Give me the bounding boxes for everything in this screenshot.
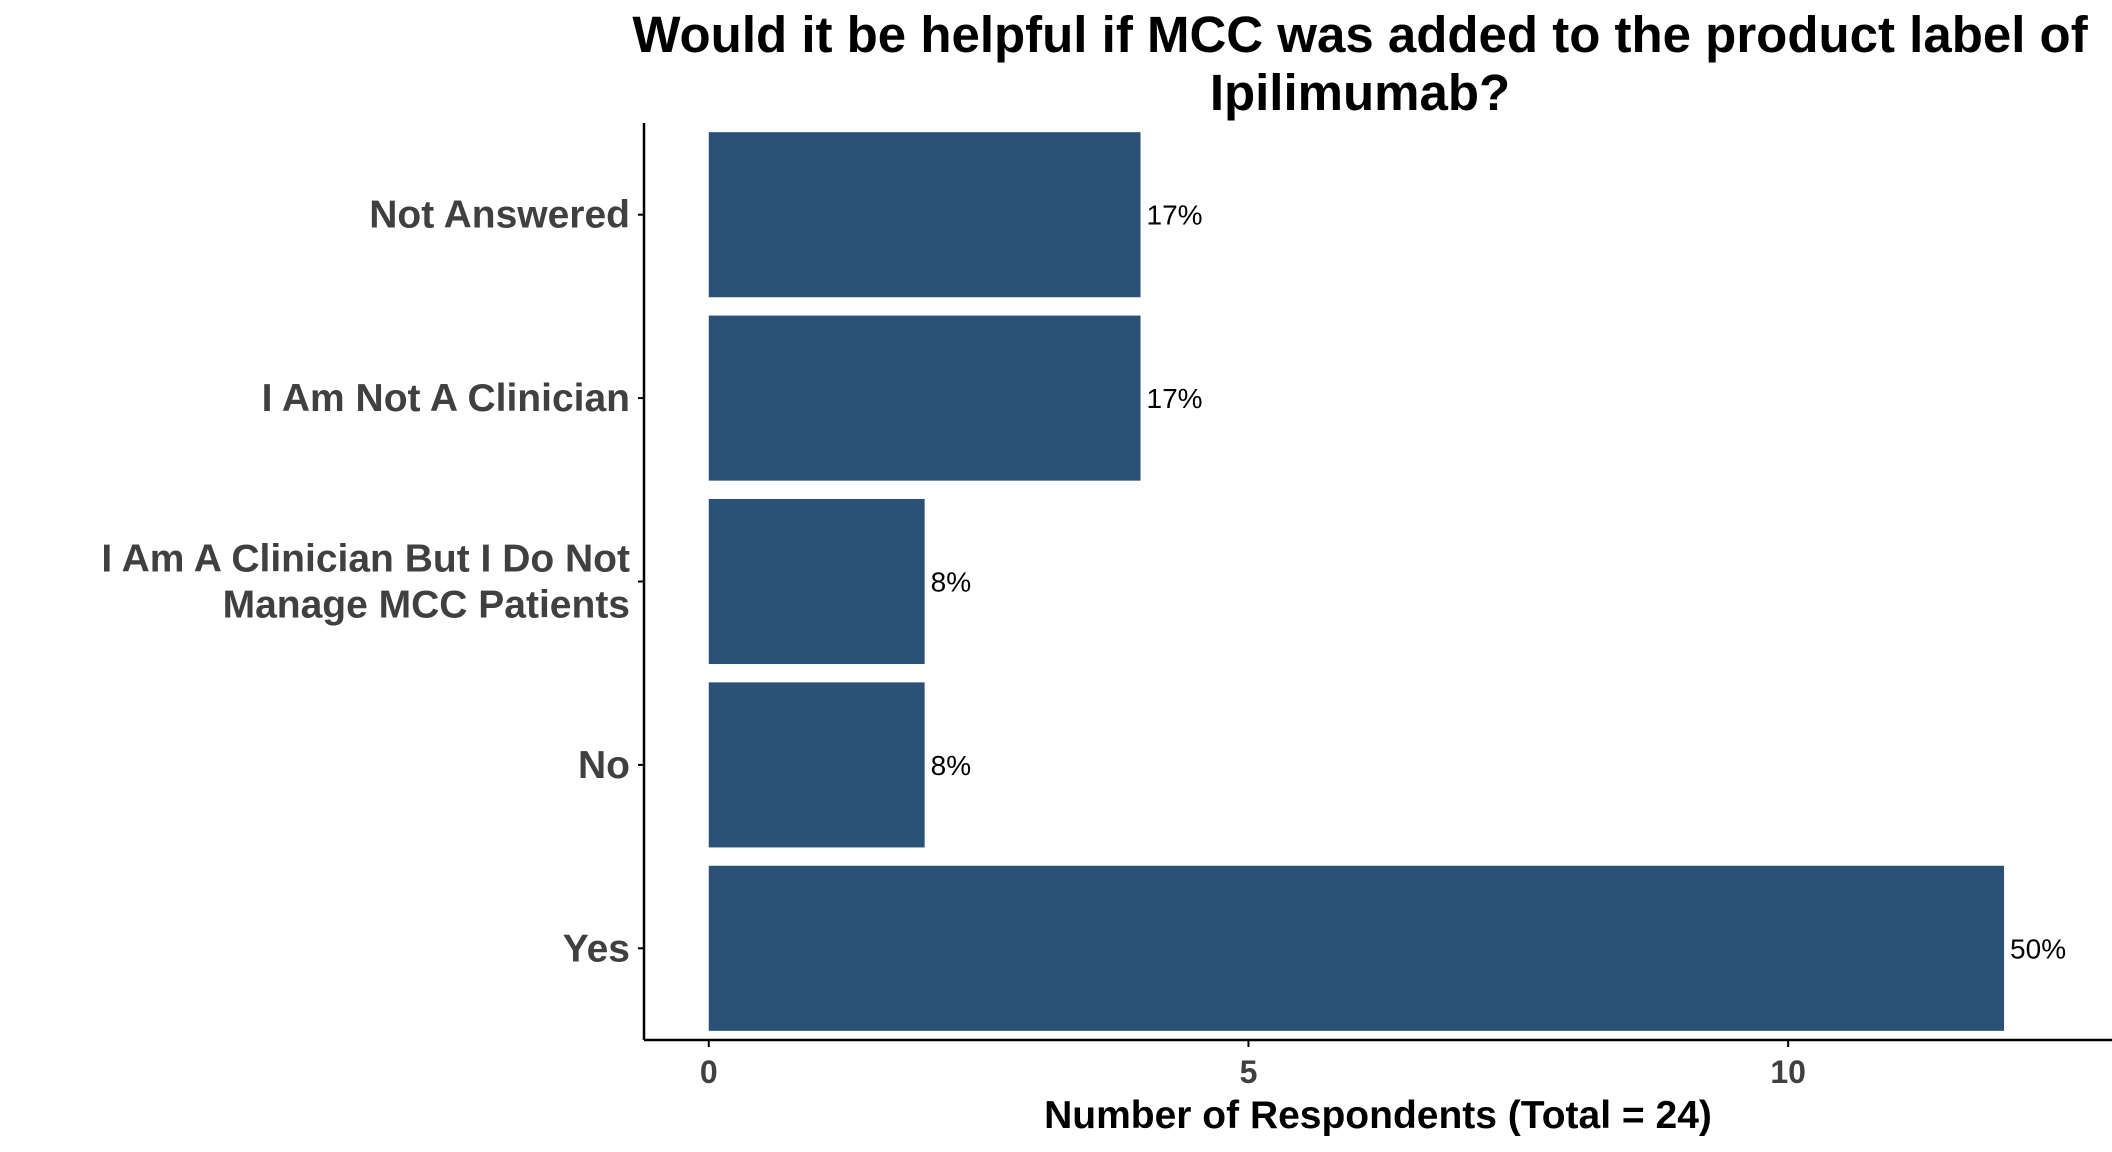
data-label: 17% <box>1147 200 1203 231</box>
bar <box>708 682 925 848</box>
bars-group <box>708 132 2005 1031</box>
chart-title: Would it be helpful if MCC was added to … <box>632 6 2088 121</box>
bar <box>708 498 925 665</box>
y-tick-label: Manage MCC Patients <box>223 584 630 627</box>
x-axis-title: Number of Respondents (Total = 24) <box>1044 1094 1712 1137</box>
x-tick-label: 5 <box>1240 1054 1258 1090</box>
data-label: 8% <box>931 567 971 598</box>
chart-title-line-1: Would it be helpful if MCC was added to … <box>632 6 2088 63</box>
x-tick-label: 10 <box>1770 1054 1806 1090</box>
bar <box>708 315 1141 481</box>
data-label: 17% <box>1147 383 1203 414</box>
data-labels-group: 50% 8% 8% 17% 17% <box>931 200 2066 965</box>
y-tick-label: I Am A Clinician But I Do Not <box>101 538 630 581</box>
y-tick-label: No <box>578 744 630 787</box>
x-tick-label: 0 <box>700 1054 718 1090</box>
y-tick-label: Yes <box>563 927 630 970</box>
y-axis: Yes No I Am A Clinician But I Do NotManage… <box>101 123 646 1040</box>
data-label: 8% <box>931 750 971 781</box>
bar <box>708 865 2005 1031</box>
x-axis: 0 5 10 <box>644 1038 2112 1090</box>
chart-title-line-2: Ipilimumab? <box>1210 64 1510 121</box>
y-tick-label: I Am Not A Clinician <box>262 377 630 420</box>
bar <box>708 132 1141 298</box>
y-tick-label: Not Answered <box>369 194 630 237</box>
data-label: 50% <box>2010 933 2066 964</box>
